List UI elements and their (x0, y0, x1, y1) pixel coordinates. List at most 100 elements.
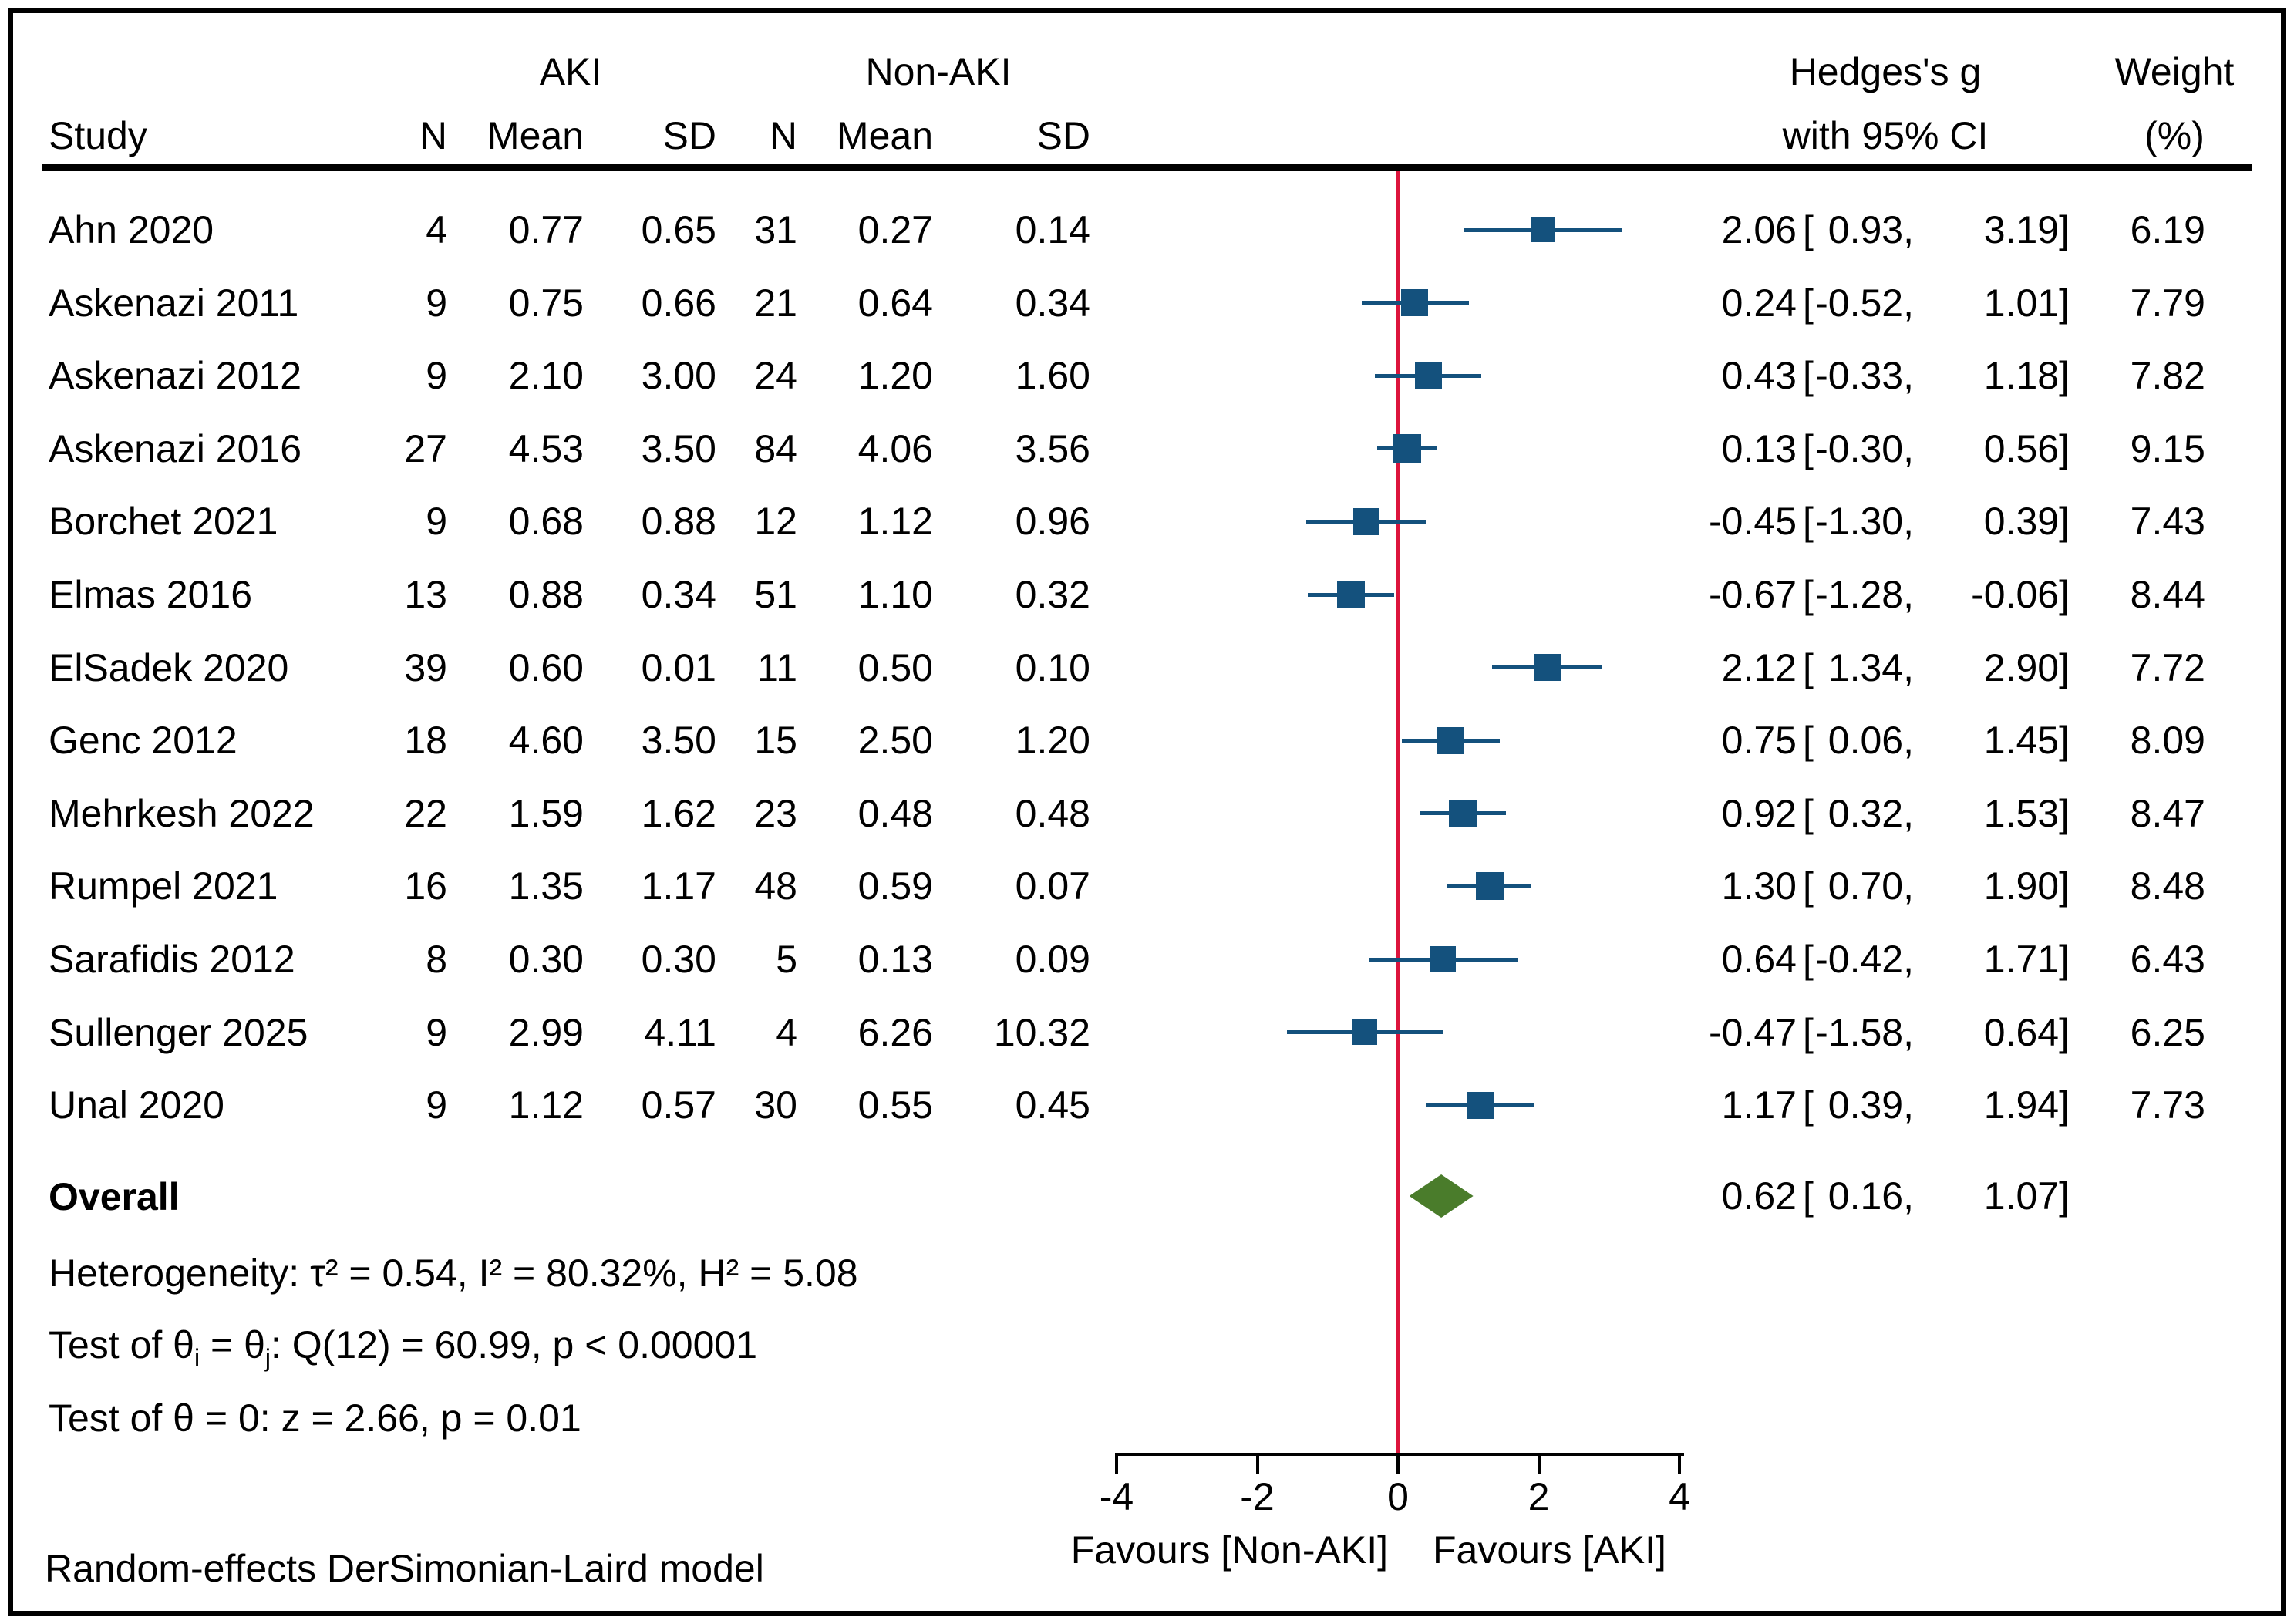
non-aki-mean: 0.64 (857, 281, 933, 325)
aki-n: 9 (426, 281, 447, 325)
effect-estimate: -0.67 (1709, 573, 1797, 616)
effect-bracket: [ (1803, 208, 1814, 251)
study-label: Ahn 2020 (49, 208, 214, 251)
effect-estimate: 2.12 (1721, 645, 1797, 689)
aki-mean: 0.30 (508, 938, 584, 981)
non-aki-n: 31 (754, 208, 797, 251)
effect-bracket: [ (1803, 719, 1814, 763)
aki-n: 13 (404, 573, 447, 616)
ci-upper: 1.18] (1983, 354, 2070, 398)
effect-estimate: -0.47 (1709, 1010, 1797, 1054)
effect-marker (1352, 508, 1380, 535)
effect-bracket: [ (1803, 426, 1814, 470)
aki-sd: 3.00 (641, 354, 716, 398)
weight-value: 8.48 (2130, 864, 2205, 908)
effect-bracket: [ (1803, 354, 1814, 398)
weight-value: 9.15 (2130, 426, 2205, 470)
study-label: Askenazi 2012 (49, 354, 302, 398)
ci-lower: 1.34, (1827, 645, 1914, 689)
non-aki-mean: 0.59 (857, 864, 933, 908)
effect-bracket: [ (1803, 938, 1814, 981)
favours-left-label: Favours [Non-AKI] (1070, 1528, 1388, 1572)
homogeneity-sub-i: i (194, 1344, 200, 1372)
aki-sd: 1.62 (641, 791, 716, 835)
aki-sd: 3.50 (641, 719, 716, 763)
aki-n: 39 (404, 645, 447, 689)
aki-mean: 4.53 (508, 426, 584, 470)
non-aki-sd: 0.96 (1015, 500, 1090, 544)
ci-upper: 1.07] (1983, 1174, 2070, 1218)
non-aki-n: 21 (754, 281, 797, 325)
non-aki-n: 51 (754, 573, 797, 616)
weight-value: 7.79 (2130, 281, 2205, 325)
aki-n: 9 (426, 1083, 447, 1127)
effect-bracket: [ (1803, 1083, 1814, 1127)
study-label: Sullenger 2025 (49, 1010, 308, 1054)
x-axis-tick (1115, 1453, 1118, 1474)
weight-header-line1: Weight (2114, 50, 2235, 93)
x-axis-tick (1678, 1453, 1681, 1474)
ci-lower: -0.30, (1815, 426, 1914, 470)
study-label: Genc 2012 (49, 719, 237, 763)
effect-estimate: 0.64 (1721, 938, 1797, 981)
study-label: Unal 2020 (49, 1083, 224, 1127)
effect-bracket: [ (1803, 281, 1814, 325)
effect-bracket: [ (1803, 791, 1814, 835)
non-aki-sd: 0.45 (1015, 1083, 1090, 1127)
non-aki-mean: 0.55 (857, 1083, 933, 1127)
non-aki-group-header: Non-AKI (865, 50, 1012, 93)
non-aki-sd: 1.20 (1015, 719, 1090, 763)
effect-bracket: [ (1803, 864, 1814, 908)
model-footnote: Random-effects DerSimonian-Laird model (45, 1547, 764, 1590)
aki-n: 9 (426, 354, 447, 398)
effect-marker (1401, 289, 1429, 317)
effect-marker (1475, 872, 1504, 901)
effect-marker (1352, 1019, 1378, 1045)
ci-upper: -0.06] (1971, 573, 2070, 616)
weight-value: 7.73 (2130, 1083, 2205, 1127)
study-label: Askenazi 2016 (49, 426, 302, 470)
non-aki-mean-header: Mean (836, 114, 933, 157)
ci-lower: 0.93, (1827, 208, 1914, 251)
ci-lower: 0.39, (1827, 1083, 1914, 1127)
aki-mean: 1.59 (508, 791, 584, 835)
ci-upper: 1.01] (1983, 281, 2070, 325)
non-aki-mean: 0.50 (857, 645, 933, 689)
ci-upper: 1.53] (1983, 791, 2070, 835)
ci-lower: 0.32, (1827, 791, 1914, 835)
aki-mean-header: Mean (487, 114, 584, 157)
study-label: ElSadek 2020 (49, 645, 289, 689)
aki-n: 16 (404, 864, 447, 908)
ci-lower: 0.06, (1827, 719, 1914, 763)
ci-upper: 3.19] (1983, 208, 2070, 251)
ci-lower: -0.42, (1815, 938, 1914, 981)
aki-mean: 0.77 (508, 208, 584, 251)
study-label: Borchet 2021 (49, 500, 278, 544)
non-aki-sd: 0.07 (1015, 864, 1090, 908)
weight-value: 7.72 (2130, 645, 2205, 689)
study-label: Rumpel 2021 (49, 864, 278, 908)
non-aki-n: 12 (754, 500, 797, 544)
weight-value: 8.09 (2130, 719, 2205, 763)
aki-mean: 0.88 (508, 573, 584, 616)
non-aki-mean: 1.10 (857, 573, 933, 616)
header-rule (42, 164, 2252, 171)
weight-value: 6.19 (2130, 208, 2205, 251)
weight-value: 8.47 (2130, 791, 2205, 835)
aki-n: 8 (426, 938, 447, 981)
x-axis-tick-label: -2 (1240, 1475, 1275, 1518)
non-aki-n: 24 (754, 354, 797, 398)
non-aki-n-header: N (769, 114, 797, 157)
ci-lower: 0.70, (1827, 864, 1914, 908)
ci-upper: 1.45] (1983, 719, 2070, 763)
weight-header-line2: (%) (2144, 114, 2205, 157)
non-aki-mean: 0.13 (857, 938, 933, 981)
x-axis-tick-label: 0 (1387, 1475, 1409, 1518)
aki-sd: 0.01 (641, 645, 716, 689)
effect-bracket: [ (1803, 1174, 1814, 1218)
ci-upper: 0.56] (1983, 426, 2070, 470)
effect-bracket: [ (1803, 645, 1814, 689)
aki-sd: 1.17 (641, 864, 716, 908)
ci-lower: -1.58, (1815, 1010, 1914, 1054)
non-aki-sd-header: SD (1036, 114, 1090, 157)
